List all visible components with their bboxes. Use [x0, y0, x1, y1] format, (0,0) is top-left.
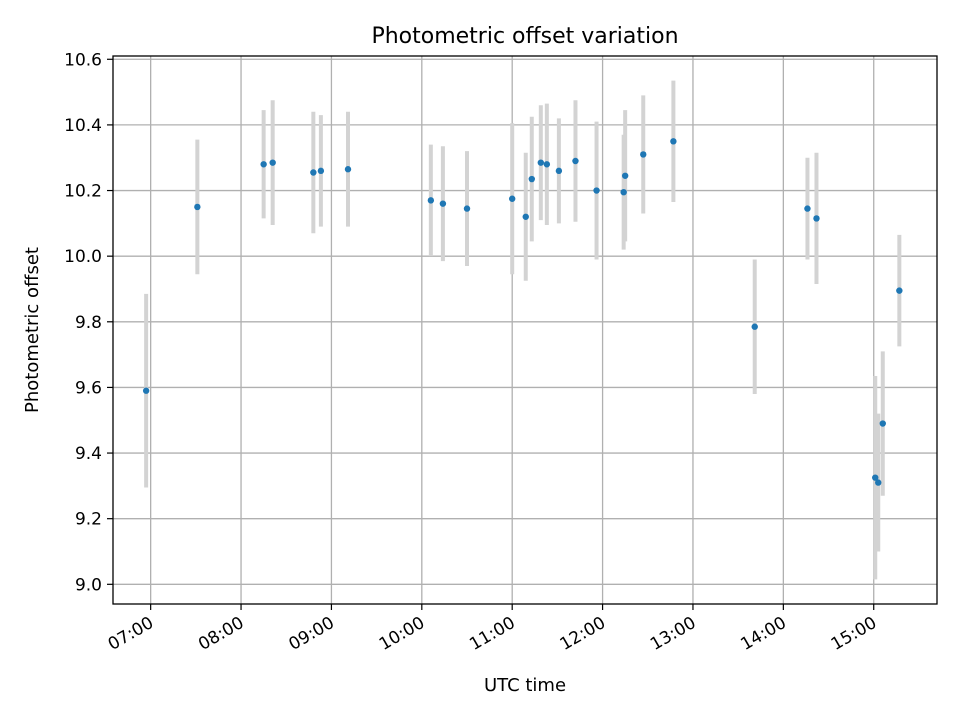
data-point — [813, 215, 820, 222]
plot-frame — [112, 55, 938, 605]
data-point — [670, 138, 677, 145]
data-point — [427, 197, 435, 204]
data-point — [142, 387, 150, 394]
data-point — [875, 479, 882, 486]
data-point — [640, 151, 647, 158]
data-point — [269, 159, 276, 166]
data-point — [555, 167, 563, 175]
data-point — [872, 474, 879, 481]
y-tick-label: 9.8 — [75, 313, 102, 333]
data-point — [543, 161, 551, 168]
data-point — [572, 157, 579, 165]
y-tick-label: 10.2 — [64, 182, 102, 202]
y-tick-label: 9.0 — [75, 575, 102, 595]
data-point — [621, 172, 629, 179]
data-point — [508, 195, 516, 202]
y-tick-label: 10.4 — [64, 116, 102, 136]
data-point — [522, 213, 529, 220]
y-tick-label: 9.6 — [75, 378, 102, 398]
data-point — [804, 205, 811, 212]
data-point — [593, 187, 600, 194]
data-point — [317, 167, 325, 175]
data-point — [528, 175, 535, 183]
y-tick-label: 10.6 — [64, 50, 102, 70]
grid-lines — [113, 56, 937, 604]
data-point — [620, 188, 627, 196]
data-point — [879, 420, 886, 427]
axis-ticks — [107, 58, 875, 610]
y-tick-label: 9.4 — [75, 444, 102, 464]
y-axis-label: Photometric offset — [22, 247, 43, 413]
data-point — [194, 203, 201, 211]
chart-title: Photometric offset variation — [371, 24, 678, 49]
data-point — [751, 323, 758, 330]
data-point — [310, 169, 317, 176]
data-point — [344, 166, 352, 173]
data-point — [463, 205, 471, 212]
x-axis-label: UTC time — [484, 675, 566, 696]
y-tick-label: 10.0 — [64, 247, 102, 267]
data-points — [142, 138, 903, 486]
data-point — [537, 159, 545, 166]
y-tick-label: 9.2 — [75, 510, 102, 530]
data-point — [260, 161, 267, 168]
data-point — [439, 200, 447, 207]
data-point — [896, 287, 903, 294]
